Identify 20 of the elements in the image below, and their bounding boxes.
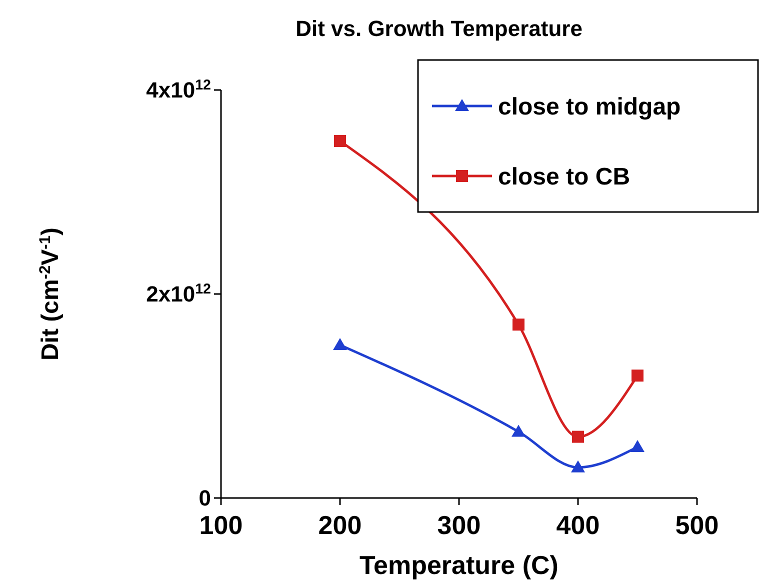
chart-title: Dit vs. Growth Temperature <box>296 16 582 41</box>
point <box>333 338 347 350</box>
point <box>572 430 584 443</box>
point <box>512 424 526 437</box>
legend-label: close to midgap <box>498 93 681 120</box>
y-tick-label: 0 <box>198 486 211 511</box>
legend-label: close to CB <box>498 163 630 190</box>
x-tick-label: 100 <box>199 510 243 540</box>
x-tick-label: 200 <box>318 510 362 540</box>
y-tick-label: 4x10$^{12}$ <box>146 78 212 103</box>
x-tick-label: 400 <box>556 510 600 540</box>
point <box>334 135 346 147</box>
x-tick-label: 500 <box>675 510 719 540</box>
point <box>630 440 644 452</box>
x-tick-label: 300 <box>437 510 481 540</box>
point <box>632 370 644 382</box>
x-axis-title: Temperature (C) <box>360 550 558 580</box>
y-tick-label: 2x10$^{12}$ <box>146 282 212 307</box>
point <box>571 460 585 472</box>
point <box>512 318 524 331</box>
